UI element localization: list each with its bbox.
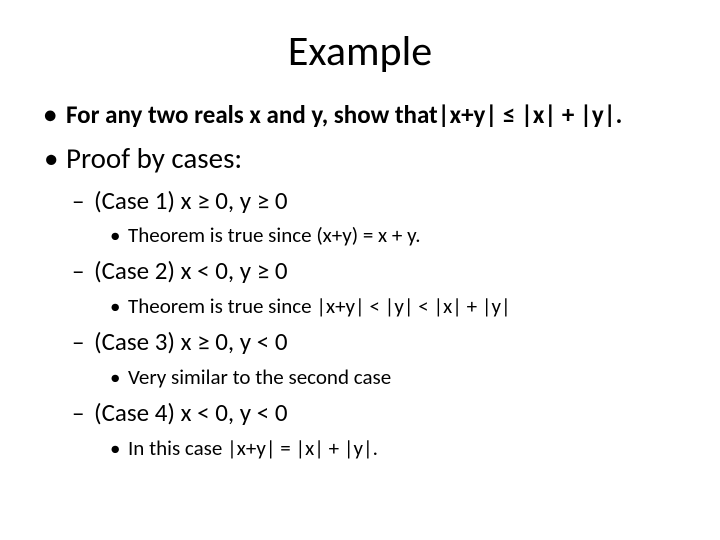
problem-statement: For any two reals x and y, show that|x+y…	[40, 99, 680, 130]
case-1-detail: Theorem is true since (x+y) = x + y.	[106, 221, 680, 249]
slide-container: Example For any two reals x and y, show …	[0, 0, 720, 540]
proof-label: Proof by cases:	[40, 140, 680, 176]
case-4-label: (Case 4) x < 0, y < 0	[70, 397, 680, 430]
case-2-detail: Theorem is true since |x+y| < |y| < |x| …	[106, 292, 680, 320]
case-4-detail: In this case |x+y| = |x| + |y|.	[106, 434, 680, 462]
case-2-label: (Case 2) x < 0, y ≥ 0	[70, 255, 680, 288]
case-1-label: (Case 1) x ≥ 0, y ≥ 0	[70, 185, 680, 218]
case-3-label: (Case 3) x ≥ 0, y < 0	[70, 326, 680, 359]
case-3-detail: Very similar to the second case	[106, 363, 680, 391]
slide-title: Example	[40, 26, 680, 77]
